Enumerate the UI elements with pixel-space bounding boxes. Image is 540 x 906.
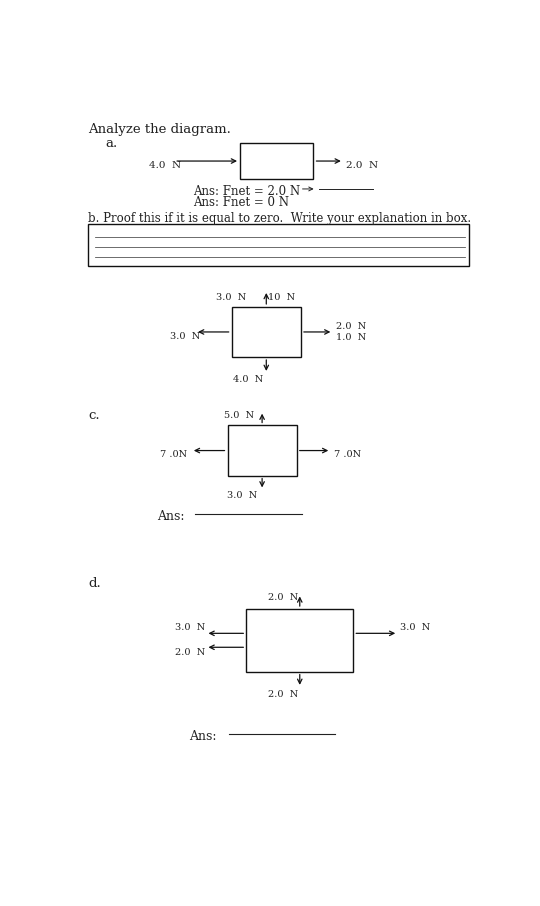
Bar [232, 307, 301, 357]
Text: 4.0  N: 4.0 N [233, 375, 263, 384]
Text: 2.0  N: 2.0 N [336, 322, 367, 331]
Text: 3.0  N: 3.0 N [170, 332, 200, 341]
Bar [227, 426, 296, 476]
Text: Ans: Fnet = 0 N: Ans: Fnet = 0 N [193, 197, 289, 209]
Text: 2.0  N: 2.0 N [267, 593, 298, 602]
Text: 10  N: 10 N [268, 293, 295, 302]
Text: Ans: Fnet = 2.0 N: Ans: Fnet = 2.0 N [193, 185, 300, 198]
Text: Ans:: Ans: [189, 730, 217, 743]
Text: 4.0  N: 4.0 N [149, 160, 181, 169]
Text: b. Proof this if it is equal to zero.  Write your explanation in box.: b. Proof this if it is equal to zero. Wr… [89, 212, 471, 225]
Text: 7 .0N: 7 .0N [334, 449, 361, 458]
Text: Analyze the diagram.: Analyze the diagram. [89, 123, 231, 136]
Text: 7 .0N: 7 .0N [160, 449, 187, 458]
Text: 3.0  N: 3.0 N [176, 623, 206, 632]
Text: 3.0  N: 3.0 N [227, 491, 257, 500]
Text: 2.0  N: 2.0 N [176, 649, 206, 658]
Text: d.: d. [89, 576, 101, 590]
Text: 3.0  N: 3.0 N [216, 293, 246, 302]
Text: 5.0  N: 5.0 N [225, 411, 254, 420]
Text: c.: c. [89, 410, 100, 422]
Text: 1.0  N: 1.0 N [336, 333, 367, 342]
Text: Ans:: Ans: [158, 510, 185, 523]
Bar [246, 609, 353, 671]
Text: 2.0  N: 2.0 N [346, 160, 378, 169]
Text: 2.0  N: 2.0 N [267, 690, 298, 699]
Text: a.: a. [105, 137, 117, 150]
Bar [89, 224, 469, 265]
Bar [240, 143, 313, 179]
Text: 3.0  N: 3.0 N [400, 623, 430, 632]
